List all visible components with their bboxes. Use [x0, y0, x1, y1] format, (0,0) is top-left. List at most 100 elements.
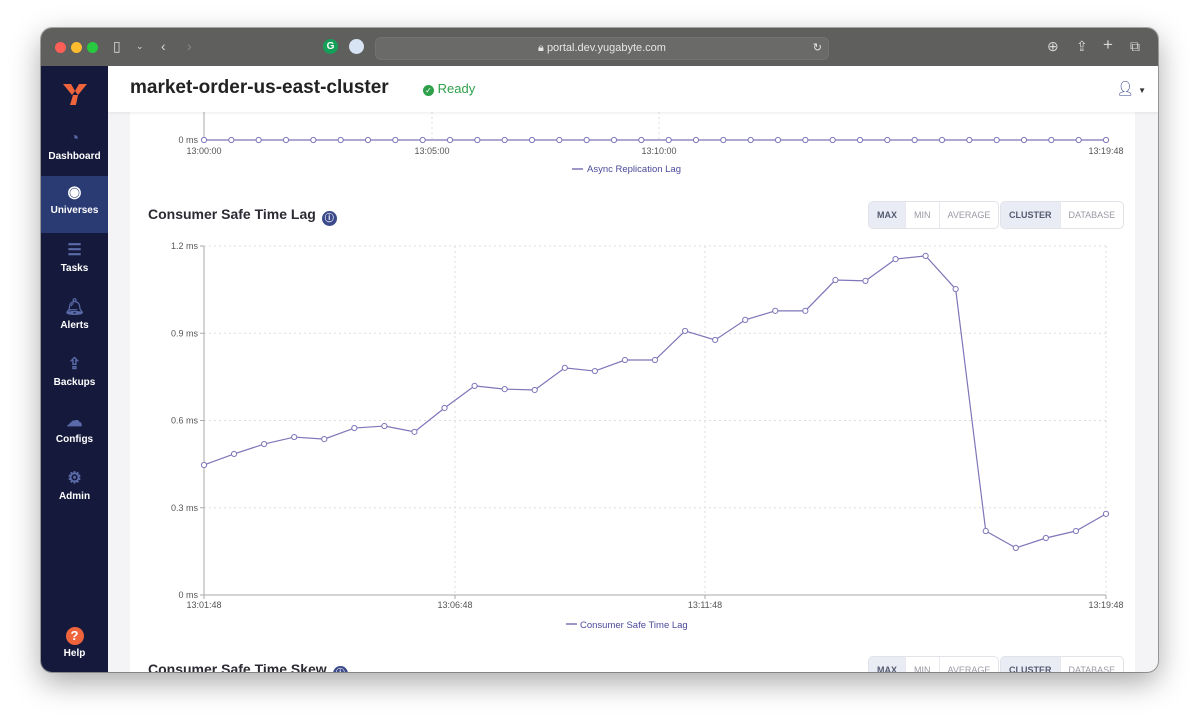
data-point: [381, 422, 388, 430]
sidebar-item-dashboard[interactable]: ◔ Dashboard: [41, 122, 108, 178]
grammarly-extension-icon[interactable]: G: [323, 39, 338, 54]
data-point: [832, 276, 839, 284]
data-point: [1075, 136, 1082, 144]
x-tick-label: 13:11:48: [688, 600, 722, 610]
sidebar-item-label: Configs: [55, 434, 94, 445]
average-button[interactable]: AVERAGE: [938, 657, 999, 672]
browser-window: ▯ ⌄ ‹ › G 🔒︎ portal.dev.yugabyte.com ↻ ⊕ …: [41, 28, 1158, 672]
page-title: market-order-us-east-cluster: [130, 77, 389, 98]
check-circle-icon: ✓: [423, 85, 434, 96]
data-point: [291, 433, 298, 441]
sidebar-item-backups[interactable]: ⇪ Backups: [41, 348, 108, 404]
sidebar-item-help[interactable]: ? Help: [41, 619, 108, 672]
address-bar[interactable]: 🔒︎ portal.dev.yugabyte.com ↻: [375, 37, 829, 60]
globe-icon: ◉: [67, 184, 82, 201]
data-point: [720, 136, 727, 144]
dashboard-icon: ◔: [69, 130, 80, 147]
sidebar-item-label: Dashboard: [48, 151, 101, 162]
y-tick-label: 0.6 ms: [171, 416, 199, 426]
back-icon[interactable]: ‹: [161, 38, 166, 54]
x-tick-label: 13:00:00: [186, 146, 221, 156]
series-line: [203, 255, 1107, 549]
data-point: [1102, 510, 1110, 517]
sidebar-item-universes[interactable]: ◉ Universes: [41, 176, 108, 233]
maximize-window-button[interactable]: [87, 42, 98, 53]
data-point: [892, 255, 899, 263]
chart-title: Consumer Safe Time Skewⓘ: [148, 661, 348, 672]
data-point: [681, 327, 689, 335]
close-window-button[interactable]: [55, 42, 66, 53]
max-button[interactable]: MAX: [869, 657, 905, 672]
sidebar-item-label: Admin: [58, 491, 91, 502]
sidebar-toggle-icon[interactable]: ▯: [113, 38, 121, 54]
cloud-upload-icon: ☁: [66, 413, 83, 430]
y-tick-label: 0 ms: [178, 135, 198, 145]
data-point: [474, 136, 481, 144]
data-point: [351, 424, 358, 432]
user-menu-button[interactable]: 👤︎ ▼: [1116, 80, 1146, 97]
cluster-button[interactable]: CLUSTER: [1001, 657, 1060, 672]
sidebar-item-alerts[interactable]: 🔔︎ Alerts: [41, 291, 108, 347]
chevron-down-icon[interactable]: ⌄: [136, 41, 144, 51]
y-tick-label: 0.9 ms: [171, 328, 199, 338]
data-point: [993, 136, 1000, 144]
data-point: [531, 386, 538, 394]
average-button[interactable]: AVERAGE: [938, 202, 999, 228]
tabs-overview-icon[interactable]: ⧉: [1130, 38, 1140, 54]
data-point: [938, 136, 946, 144]
data-point: [282, 136, 290, 144]
browser-toolbar: ▯ ⌄ ‹ › G 🔒︎ portal.dev.yugabyte.com ↻ ⊕ …: [41, 28, 1158, 66]
sidebar-item-tasks[interactable]: ☰ Tasks: [41, 234, 108, 290]
data-point: [747, 136, 754, 144]
min-button[interactable]: MIN: [905, 202, 939, 228]
y-tick-label: 0.3 ms: [171, 503, 199, 513]
lock-icon: 🔒︎: [538, 42, 547, 54]
database-button[interactable]: DATABASE: [1059, 657, 1124, 672]
data-point: [862, 277, 869, 284]
data-point: [829, 136, 836, 144]
data-point: [471, 382, 478, 389]
data-point: [528, 136, 536, 144]
data-point: [230, 450, 238, 458]
data-point: [392, 136, 399, 144]
aggregation-toggle: MAX MIN AVERAGE: [868, 201, 1000, 229]
extension-icon[interactable]: [349, 39, 364, 54]
info-icon[interactable]: ⓘ: [332, 666, 348, 672]
scope-toggle: CLUSTER DATABASE: [1000, 201, 1125, 229]
minimize-window-button[interactable]: [71, 42, 82, 53]
data-point: [802, 136, 809, 144]
x-tick-label: 13:10:00: [641, 146, 676, 156]
data-point: [692, 136, 700, 144]
data-point: [255, 136, 262, 144]
x-tick-label: 13:19:48: [1088, 146, 1123, 156]
yugabyte-logo[interactable]: [63, 82, 87, 106]
sidebar-item-label: Tasks: [60, 263, 89, 274]
status-text: Ready: [437, 81, 476, 96]
max-button[interactable]: MAX: [869, 202, 905, 228]
info-icon[interactable]: ⓘ: [321, 211, 337, 226]
new-tab-icon[interactable]: +: [1103, 35, 1113, 54]
data-point: [228, 136, 235, 144]
cluster-button[interactable]: CLUSTER: [1001, 202, 1060, 228]
user-icon: 👤︎: [1116, 80, 1135, 96]
data-point: [638, 136, 645, 144]
min-button[interactable]: MIN: [905, 657, 939, 672]
share-icon[interactable]: ⇪: [1076, 38, 1088, 54]
list-icon: ☰: [67, 242, 82, 259]
sidebar-item-label: Backups: [53, 377, 96, 388]
sidebar-item-admin[interactable]: ⚙ Admin: [41, 462, 108, 518]
data-point: [774, 136, 782, 144]
forward-icon[interactable]: ›: [187, 38, 192, 54]
database-button[interactable]: DATABASE: [1059, 202, 1124, 228]
data-point: [772, 307, 779, 314]
reload-icon[interactable]: ↻: [812, 42, 822, 54]
download-icon[interactable]: ⊕: [1047, 38, 1059, 54]
data-point: [911, 136, 918, 144]
data-point: [411, 428, 418, 435]
chart-title: Consumer Safe Time Lag ⓘ: [148, 206, 337, 226]
legend-label: Consumer Safe Time Lag: [580, 620, 688, 631]
sidebar-item-configs[interactable]: ☁ Configs: [41, 405, 108, 461]
data-point: [1072, 527, 1080, 535]
x-tick-label: 13:19:48: [1088, 600, 1123, 610]
